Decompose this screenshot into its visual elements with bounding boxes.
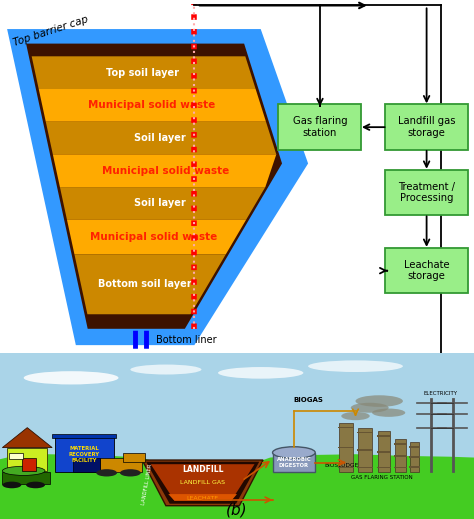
Text: Gas flaring
station: Gas flaring station bbox=[292, 116, 347, 138]
Bar bbox=[409, 446, 420, 447]
Polygon shape bbox=[32, 56, 255, 89]
Polygon shape bbox=[83, 462, 100, 471]
Bar bbox=[409, 466, 420, 468]
Text: Top barrier cap: Top barrier cap bbox=[12, 14, 90, 48]
Text: Soil layer: Soil layer bbox=[134, 198, 185, 209]
Text: LEACHATE: LEACHATE bbox=[187, 496, 219, 501]
Text: LANDFILL LINER: LANDFILL LINER bbox=[141, 463, 153, 505]
Bar bbox=[7, 447, 47, 471]
Text: Municipal solid waste: Municipal solid waste bbox=[90, 232, 217, 242]
Text: Landfill gas
storage: Landfill gas storage bbox=[398, 116, 456, 138]
Circle shape bbox=[120, 469, 141, 476]
Bar bbox=[377, 451, 391, 453]
Ellipse shape bbox=[2, 466, 45, 475]
Polygon shape bbox=[39, 89, 266, 121]
Text: GAS FLARING STATION: GAS FLARING STATION bbox=[351, 475, 412, 480]
Polygon shape bbox=[151, 464, 255, 501]
Text: BIOGAS: BIOGAS bbox=[293, 397, 323, 403]
Bar bbox=[410, 442, 419, 472]
Polygon shape bbox=[7, 29, 308, 345]
Text: Leachate collection: Leachate collection bbox=[156, 354, 251, 365]
Text: (a): (a) bbox=[202, 392, 224, 407]
Bar bbox=[394, 443, 407, 445]
Polygon shape bbox=[26, 44, 282, 329]
Bar bbox=[357, 432, 373, 433]
FancyBboxPatch shape bbox=[385, 170, 468, 215]
FancyBboxPatch shape bbox=[279, 104, 362, 150]
Bar bbox=[2, 472, 50, 484]
Polygon shape bbox=[2, 428, 52, 447]
Bar bbox=[358, 428, 372, 472]
Bar bbox=[338, 427, 354, 429]
Ellipse shape bbox=[130, 364, 201, 375]
Text: Municipal solid waste: Municipal solid waste bbox=[88, 100, 215, 111]
Bar bbox=[357, 449, 373, 451]
Polygon shape bbox=[67, 220, 246, 254]
Polygon shape bbox=[46, 121, 276, 155]
Polygon shape bbox=[146, 462, 259, 504]
Bar bbox=[378, 431, 390, 472]
Ellipse shape bbox=[218, 367, 303, 379]
Text: ELECTRICITY: ELECTRICITY bbox=[424, 391, 458, 396]
Bar bbox=[394, 467, 407, 468]
Bar bbox=[123, 453, 145, 462]
Ellipse shape bbox=[372, 408, 405, 417]
Text: LANDFILL: LANDFILL bbox=[182, 465, 224, 474]
Bar bbox=[100, 458, 142, 472]
Ellipse shape bbox=[24, 371, 119, 385]
Text: Municipal solid waste: Municipal solid waste bbox=[102, 166, 229, 176]
Bar bbox=[339, 422, 353, 472]
Text: Bottom soil layer: Bottom soil layer bbox=[98, 279, 191, 289]
Polygon shape bbox=[60, 187, 265, 220]
Bar bbox=[409, 456, 420, 458]
Bar bbox=[395, 439, 406, 472]
Polygon shape bbox=[142, 460, 263, 506]
Text: Leachate
storage: Leachate storage bbox=[404, 260, 449, 281]
FancyBboxPatch shape bbox=[385, 248, 468, 293]
Bar bbox=[52, 434, 116, 439]
Bar bbox=[22, 458, 36, 471]
Text: BIOSLUDGE: BIOSLUDGE bbox=[325, 463, 359, 468]
Bar bbox=[338, 467, 354, 468]
Text: Top soil layer: Top soil layer bbox=[106, 67, 179, 78]
Circle shape bbox=[2, 482, 21, 488]
Polygon shape bbox=[168, 494, 237, 501]
Bar bbox=[357, 467, 373, 468]
Bar bbox=[73, 458, 100, 472]
Circle shape bbox=[96, 469, 117, 476]
Text: MATERIAL
RECOVERY
FACILITY: MATERIAL RECOVERY FACILITY bbox=[69, 446, 100, 462]
Circle shape bbox=[26, 482, 45, 488]
Polygon shape bbox=[74, 254, 226, 315]
Ellipse shape bbox=[273, 447, 315, 458]
Ellipse shape bbox=[308, 360, 403, 372]
Bar bbox=[394, 455, 407, 457]
Text: (b): (b) bbox=[226, 502, 248, 517]
Text: Bottom liner: Bottom liner bbox=[156, 335, 217, 345]
Bar bbox=[9, 453, 23, 459]
Bar bbox=[273, 453, 315, 472]
Bar bbox=[377, 467, 391, 468]
Ellipse shape bbox=[341, 412, 370, 420]
Bar bbox=[377, 435, 391, 437]
Polygon shape bbox=[53, 155, 276, 187]
Ellipse shape bbox=[356, 395, 403, 407]
Text: Soil layer: Soil layer bbox=[134, 133, 186, 143]
Bar bbox=[186, 20, 203, 329]
Text: Treatment /
Processing: Treatment / Processing bbox=[398, 182, 455, 203]
Bar bbox=[338, 447, 354, 448]
Text: LANDFILL GAS: LANDFILL GAS bbox=[181, 480, 225, 485]
Polygon shape bbox=[0, 454, 474, 519]
Text: ANAEROBIC
DIGESTOR: ANAEROBIC DIGESTOR bbox=[276, 457, 311, 468]
Ellipse shape bbox=[351, 403, 389, 413]
Bar bbox=[0, 353, 474, 477]
FancyBboxPatch shape bbox=[385, 104, 468, 150]
Bar bbox=[55, 435, 114, 472]
